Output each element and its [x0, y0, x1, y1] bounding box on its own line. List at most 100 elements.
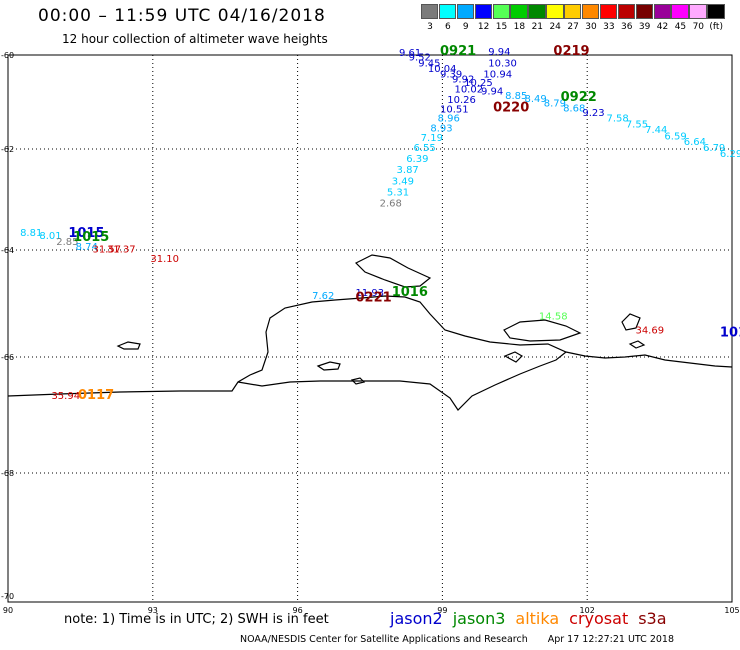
wave-height-value: 8.96 [438, 114, 460, 125]
legend-swatch [474, 4, 492, 19]
satellite-legend-item: altika [515, 609, 560, 628]
wave-height-value: 9.92 [452, 74, 474, 85]
lat-lon-grid [8, 55, 732, 602]
wave-height-value: 8.74 [76, 242, 98, 253]
map-frame [7, 54, 733, 603]
wave-height-value: 10.94 [483, 70, 512, 81]
satellite-legend-item: jason2 [390, 609, 443, 628]
legend-swatch [438, 4, 457, 19]
small-island-b [316, 361, 341, 371]
legend-swatch [707, 4, 725, 19]
coastline-main [7, 295, 733, 397]
wave-height-value: 10.30 [488, 58, 517, 69]
wave-height-value: 9.52 [409, 53, 431, 64]
legend-swatch [653, 4, 671, 19]
lat-tick-label: -70 [1, 592, 14, 601]
legend-bin-label: 42 [656, 22, 669, 32]
wave-height-value: 8.85 [505, 91, 527, 102]
lat-tick-label: -62 [1, 145, 14, 154]
wave-height-value: 10.26 [447, 95, 476, 106]
antarctic-coastline [7, 254, 733, 411]
lat-tick-label: -68 [1, 469, 14, 478]
pass-time-label: 0220 [493, 100, 529, 115]
legend-swatch [456, 4, 475, 19]
wave-height-value: 9.94 [488, 47, 510, 58]
legend-bin-label: 70 [692, 22, 705, 32]
legend-bin-label: 27 [567, 22, 579, 32]
legend-bin-label: 39 [638, 22, 651, 32]
legend-bin-label: 21 [531, 22, 544, 32]
wave-height-value: 34.69 [635, 325, 664, 336]
lon-tick-label: 96 [293, 606, 303, 615]
legend-labels: 3 6 9 12 15 18 21 24 27 30 33 36 39 42 45 70 (ft) [421, 22, 725, 32]
wave-height-value: 3.87 [397, 165, 419, 176]
pass-time-label: 0117 [78, 388, 114, 403]
wave-height-value: 7.58 [607, 114, 629, 125]
lon-tick-label: 99 [437, 606, 447, 615]
legend-bin-label: 45 [674, 22, 687, 32]
lat-tick-label: -60 [1, 51, 14, 60]
wave-height-value: 9.94 [481, 86, 503, 97]
wave-height-value: 3.49 [392, 176, 414, 187]
pass-time-label: 0219 [553, 44, 589, 59]
wave-height-value: 8.01 [39, 231, 61, 242]
wave-height-value: 6.29 [720, 149, 740, 160]
wave-height-value: 8.81 [20, 228, 42, 239]
pass-time-label: 0221 [356, 290, 392, 305]
pass-time-label: 0922 [561, 90, 597, 105]
legend-swatch [546, 4, 564, 19]
legend-bin-label: 15 [495, 22, 508, 32]
satellite-legend-item: cryosat [569, 609, 629, 628]
lat-tick-label: -64 [1, 246, 14, 255]
satellite-legend-item: jason3 [452, 609, 506, 628]
lon-tick-label: 102 [580, 606, 595, 615]
wave-height-value: 8.68 [563, 103, 585, 114]
map-title: 00:00 – 11:59 UTC 04/16/2018 [38, 6, 326, 26]
legend-swatch [421, 4, 439, 19]
wave-height-value: 11.93 [356, 288, 385, 299]
small-island-a [116, 341, 141, 350]
wave-height-value: 10.04 [428, 64, 457, 75]
pass-time-label: 0921 [440, 44, 476, 59]
legend-bin-label: 36 [621, 22, 633, 32]
lon-tick-label: 105 [724, 606, 739, 615]
wave-height-value: 10.25 [464, 78, 493, 89]
small-island-e [628, 340, 646, 349]
wave-height-value: 5.31 [387, 187, 409, 198]
wave-height-value: 6.39 [406, 154, 428, 165]
legend-bin-label: 33 [603, 22, 615, 32]
pass-time-label: 1016 [392, 285, 428, 300]
wave-height-value: 31.10 [150, 254, 179, 265]
wave-height-value: 8.79 [544, 99, 566, 110]
coastline-shelf [237, 351, 567, 411]
pass-time-label: 1015 [73, 230, 109, 245]
legend-swatch [671, 4, 689, 19]
generated-datetime: Apr 17 12:27:21 UTC 2018 [547, 634, 674, 645]
wave-height-value: 9.45 [418, 58, 440, 69]
wave-height-observations: 9.619.529.4510.049.399.9210.2510.9410.30… [20, 47, 740, 402]
legend-swatch [528, 4, 546, 19]
legend-swatch [689, 4, 707, 19]
wave-height-value: 8.93 [430, 124, 452, 135]
credit-text: NOAA/NESDIS Center for Satellite Applica… [240, 634, 528, 645]
pass-time-label: 1015 [68, 226, 104, 241]
legend-swatch [564, 4, 582, 19]
pass-time-label: 1017 [720, 326, 740, 341]
wave-height-value: 9.39 [440, 70, 462, 81]
legend-swatch [617, 4, 636, 19]
legend-bin-label: 9 [462, 22, 469, 32]
legend-bin-label: 30 [585, 22, 597, 32]
wave-height-value: 6.64 [684, 137, 706, 148]
legend-swatch [635, 4, 653, 19]
legend-bin-label: 18 [513, 22, 526, 32]
legend-swatch [599, 4, 618, 19]
wave-height-value: 7.55 [626, 119, 648, 130]
lat-tick-label: -66 [1, 353, 14, 362]
small-island-d [503, 351, 523, 363]
legend-bin-label: 24 [549, 22, 561, 32]
lon-tick-label: 90 [3, 606, 13, 615]
lon-tick-label: 93 [148, 606, 158, 615]
latitude-labels: -60 -62 -64 -66 -68 -70 [1, 51, 14, 601]
